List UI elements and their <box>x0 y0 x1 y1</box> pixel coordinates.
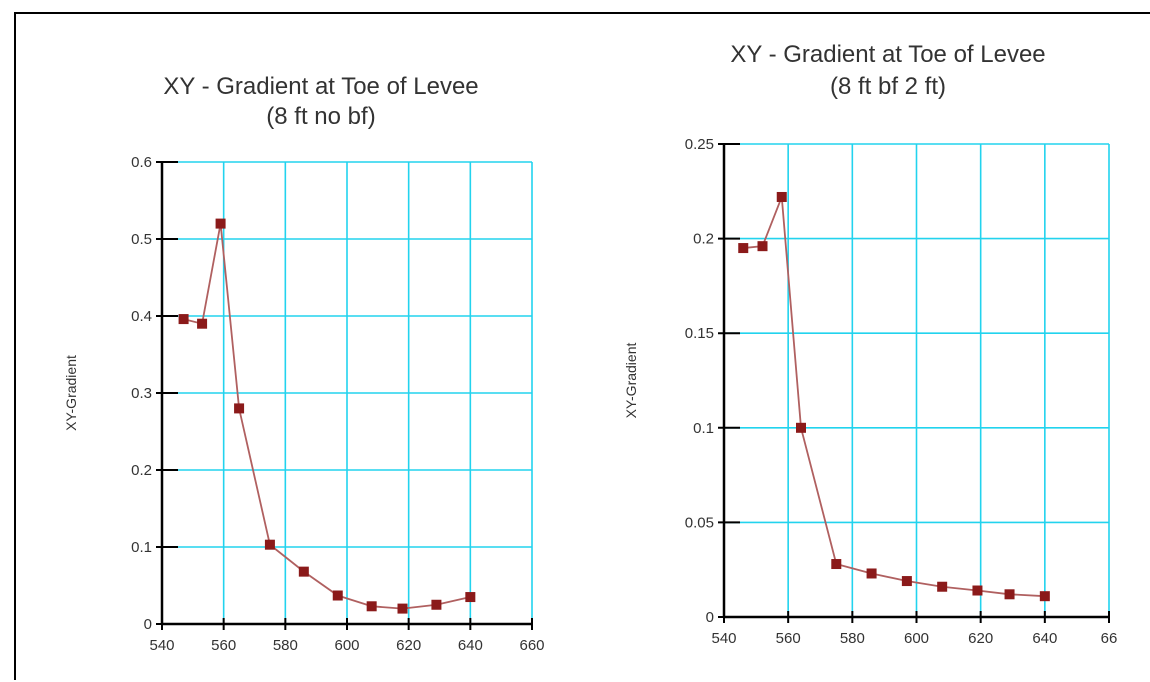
data-point <box>831 559 842 570</box>
y-tick-label: 0.4 <box>131 308 152 325</box>
data-point <box>366 601 377 612</box>
x-tick-label: 66 <box>1101 630 1118 647</box>
x-tick-label: 560 <box>776 630 801 647</box>
data-point <box>901 576 912 587</box>
x-tick-label: 540 <box>149 637 174 654</box>
data-point <box>332 590 343 601</box>
y-axis-label: XY-Gradient <box>63 355 79 431</box>
y-tick-label: 0.5 <box>131 231 152 248</box>
x-tick-label: 540 <box>711 630 736 647</box>
data-point <box>1004 589 1015 600</box>
data-point <box>431 599 442 610</box>
y-tick-label: 0.25 <box>685 136 714 153</box>
chart-1: XY - Gradient at Toe of Levee (8 ft no bf… <box>63 73 545 654</box>
data-point <box>738 243 749 254</box>
y-tick-label: 0.6 <box>131 154 152 171</box>
y-tick-label: 0.2 <box>693 231 714 248</box>
y-axis-label: XY-Gradient <box>623 343 639 419</box>
chart-2: XY - Gradient at Toe of Levee (8 ft bf 2 … <box>623 41 1117 647</box>
data-point <box>937 581 948 592</box>
chart-title: XY - Gradient at Toe of Levee <box>163 73 478 100</box>
x-tick-label: 620 <box>396 637 421 654</box>
y-tick-label: 0.1 <box>693 420 714 437</box>
data-point <box>298 566 309 577</box>
data-point <box>757 241 768 252</box>
y-tick-label: 0.05 <box>685 514 714 531</box>
charts-figure: XY - Gradient at Toe of Levee (8 ft no bf… <box>63 41 1117 654</box>
data-point <box>866 568 877 579</box>
data-point <box>264 539 275 550</box>
chart-subtitle: (8 ft bf 2 ft) <box>830 73 946 100</box>
data-point <box>972 585 983 596</box>
x-tick-label: 580 <box>273 637 298 654</box>
x-tick-label: 560 <box>211 637 236 654</box>
chart-frame: XY - Gradient at Toe of Levee (8 ft no bf… <box>14 12 1150 680</box>
chart-subtitle: (8 ft no bf) <box>266 103 375 130</box>
x-tick-label: 620 <box>968 630 993 647</box>
data-point <box>465 592 476 603</box>
data-point <box>234 403 245 414</box>
chart-title: XY - Gradient at Toe of Levee <box>730 41 1045 68</box>
data-point <box>197 318 208 329</box>
y-tick-label: 0.15 <box>685 325 714 342</box>
y-tick-label: 0.2 <box>131 462 152 479</box>
data-point <box>776 191 787 202</box>
x-tick-label: 640 <box>458 637 483 654</box>
y-tick-label: 0.1 <box>131 539 152 556</box>
x-tick-label: 600 <box>904 630 929 647</box>
y-tick-label: 0.3 <box>131 385 152 402</box>
x-tick-label: 640 <box>1032 630 1057 647</box>
x-tick-label: 660 <box>519 637 544 654</box>
x-tick-label: 580 <box>840 630 865 647</box>
data-point <box>215 218 226 229</box>
data-point <box>178 314 189 325</box>
data-point <box>1039 591 1050 602</box>
data-point <box>796 422 806 433</box>
series-line <box>183 223 471 610</box>
data-point <box>397 603 408 614</box>
x-tick-label: 600 <box>334 637 359 654</box>
y-tick-label: 0 <box>706 609 714 626</box>
y-tick-label: 0 <box>144 616 152 633</box>
